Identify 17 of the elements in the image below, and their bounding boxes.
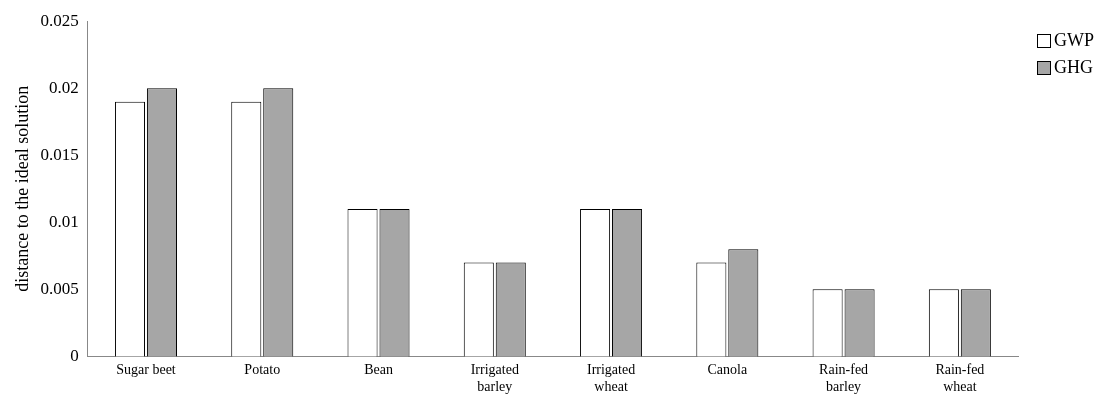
x-tick-label: Potato	[244, 362, 281, 378]
text: GWP	[1054, 30, 1094, 51]
x-tick-label: Irrigated wheat	[586, 362, 636, 395]
y-tick-label: 0	[70, 345, 79, 365]
x-tick-label: Sugar beet	[116, 362, 176, 378]
y-tick-label: 0.015	[40, 144, 79, 164]
legend-label: GHG	[1054, 57, 1093, 78]
x-tick-label: Canola	[707, 362, 748, 378]
y-tick-label: 0.01	[49, 211, 79, 231]
y-tick-label: 0.005	[40, 278, 79, 298]
y-tick-label: 0.025	[40, 10, 79, 30]
x-tick-label: Rain-fed wheat	[935, 362, 985, 395]
x-tick-label: Rain-fed barley	[819, 362, 869, 395]
y-axis-title: distance to the ideal solution	[11, 85, 32, 292]
x-tick-label: Bean	[364, 362, 393, 378]
y-tick-label: 0.02	[49, 77, 79, 97]
x-tick-label: Irrigated barley	[470, 362, 519, 395]
